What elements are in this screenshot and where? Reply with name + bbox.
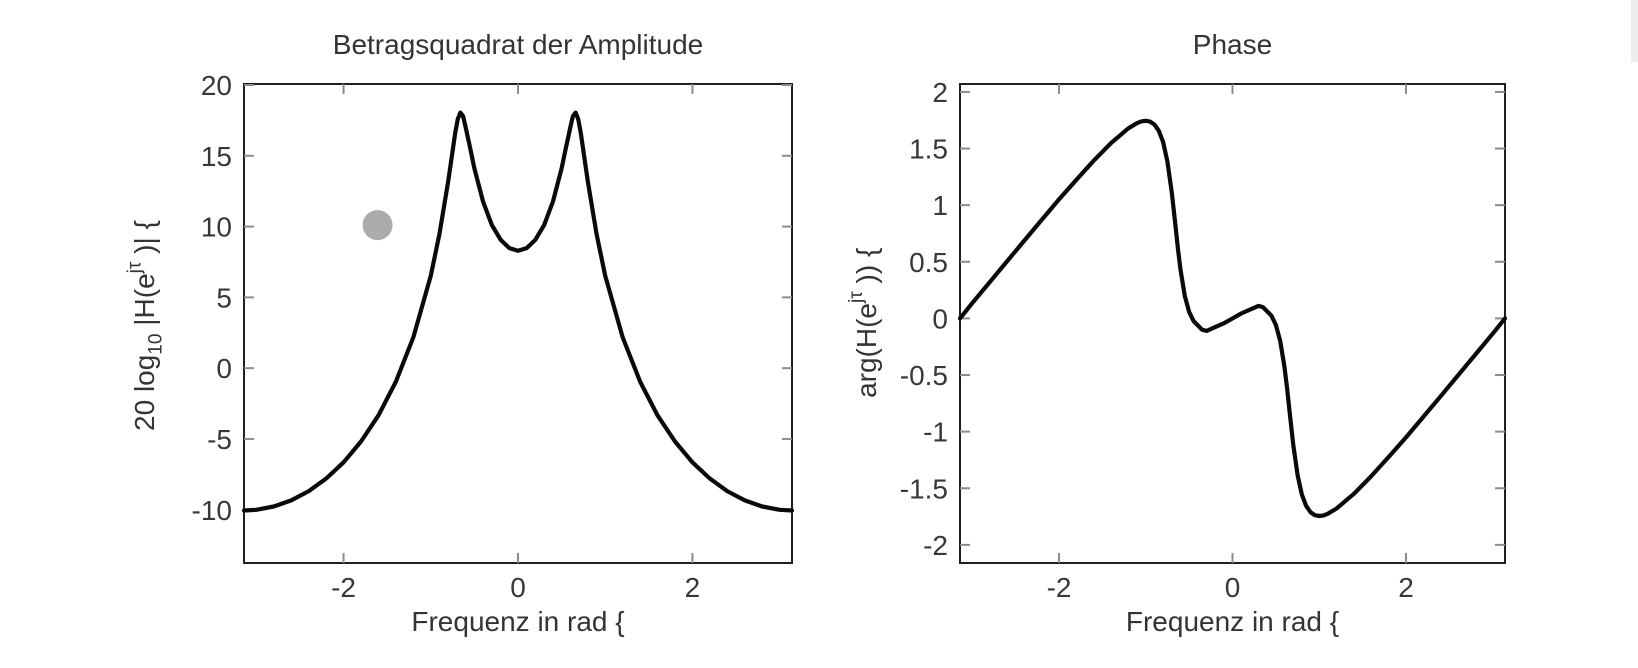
x-tick-label: -2 — [1047, 572, 1072, 603]
y-tick-label: 2 — [932, 77, 948, 108]
magnitude-plot-title: Betragsquadrat der Amplitude — [332, 29, 704, 60]
y-tick-label: 15 — [201, 141, 232, 172]
y-tick-label: 0 — [216, 353, 232, 384]
axes-box — [959, 83, 1506, 564]
y-tick-label: 0 — [932, 303, 948, 334]
phase-plot-title: Phase — [1192, 29, 1273, 60]
x-tick-label: 2 — [685, 572, 701, 603]
phase-rad-curve — [957, 118, 1508, 519]
axes-box — [243, 83, 793, 564]
phase-plot-axes: -2 0 2 2 1.5 1 0.5 0 -0.5 -1 -1.5 -2 — [900, 77, 1508, 603]
y-tick-label: 10 — [201, 212, 232, 243]
y-tick-label: -1.5 — [900, 473, 948, 504]
magnitude-dB-curve — [241, 110, 795, 513]
phase-x-axis-label: Frequenz in rad { — [1125, 606, 1340, 637]
y-tick-label: -0.5 — [900, 360, 948, 391]
y-tick-label: 5 — [216, 282, 232, 313]
y-tick-label: 20 — [201, 70, 232, 101]
magnitude-x-axis-label: Frequenz in rad { — [411, 606, 625, 637]
x-tick-label: 2 — [1398, 572, 1414, 603]
y-tick-label: -2 — [923, 530, 948, 561]
x-tick-label: 0 — [510, 572, 526, 603]
y-tick-label: -5 — [207, 424, 232, 455]
x-tick-label: 0 — [1225, 572, 1241, 603]
magnitude-y-axis-label: 20 log10 |H(ejτ )| { — [124, 220, 167, 431]
phase-y-axis-label: arg(H(ejτ )) { — [846, 247, 882, 398]
y-tick-label: -1 — [923, 417, 948, 448]
x-tick-label: -2 — [331, 572, 356, 603]
scrollbar-fragment[interactable] — [1631, 0, 1638, 62]
cursor-highlight-dot — [362, 210, 393, 241]
y-tick-label: 1.5 — [909, 134, 948, 165]
magnitude-plot-axes: -2 0 2 20 15 10 5 0 -5 -10 — [192, 70, 795, 603]
y-tick-label: 0.5 — [909, 247, 948, 278]
y-tick-label: 1 — [932, 190, 948, 221]
y-tick-label: -10 — [192, 495, 232, 526]
